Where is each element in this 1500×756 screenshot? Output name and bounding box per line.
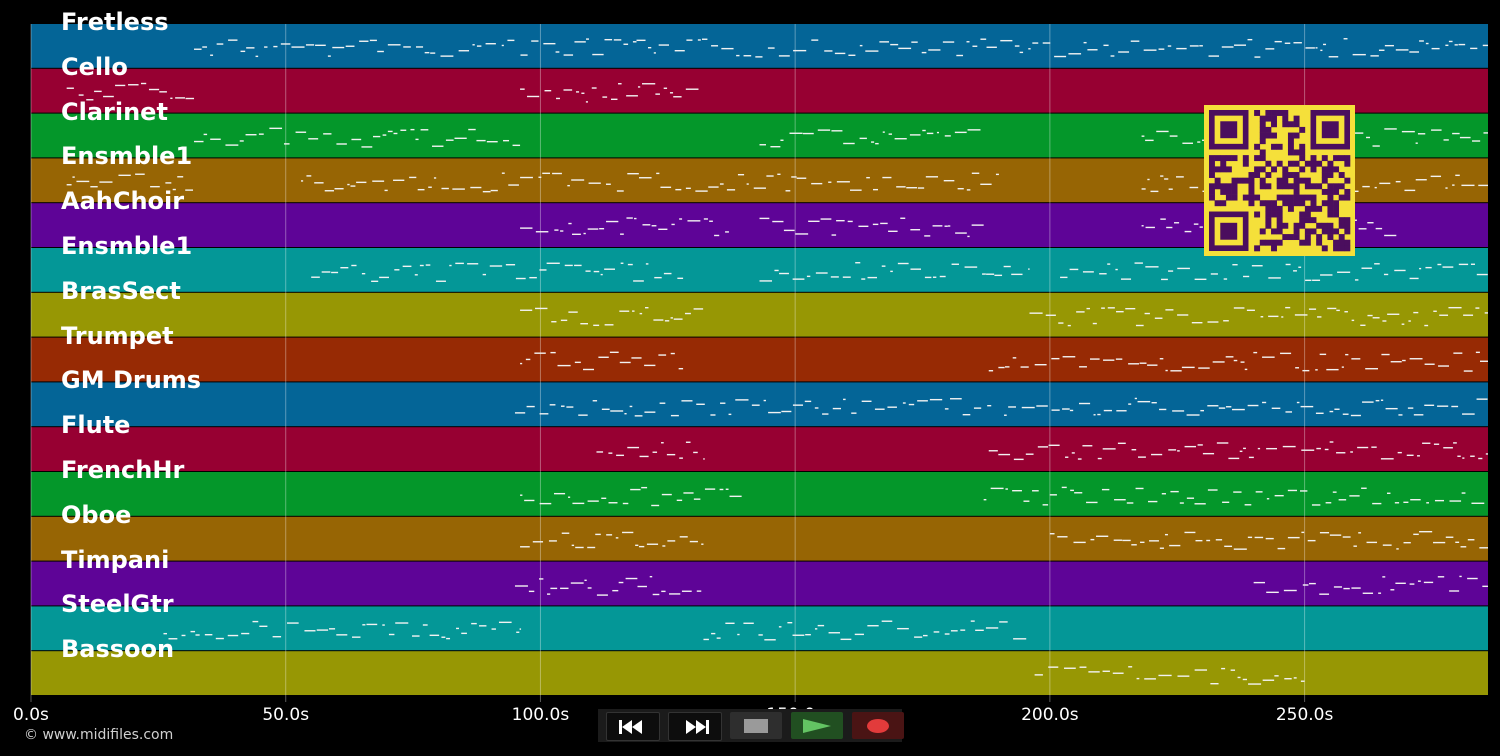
track-label: Cello [61,52,128,81]
track-band[interactable] [31,516,1488,561]
track-label: Clarinet [61,97,168,126]
stop-button[interactable] [730,712,782,739]
time-tick-label: 100.0s [511,705,570,725]
track-band[interactable] [31,292,1488,337]
note-layer [66,38,1488,685]
track-label: Bassoon [61,635,175,664]
track-band[interactable] [31,382,1488,427]
track-label: FrenchHr [61,456,185,484]
record-button[interactable] [852,712,904,739]
track-label: Trumpet [61,321,174,350]
rewind-icon [619,719,642,734]
time-tick-label: 250.0s [1275,705,1334,725]
track-band[interactable] [31,472,1488,516]
track-band[interactable] [31,337,1488,382]
transport-bar [598,709,904,742]
track-band[interactable] [31,561,1488,606]
fast-forward-button[interactable] [668,712,722,741]
track-band[interactable] [31,24,1488,68]
track-label: GM Drums [61,366,202,395]
time-tick-label: 50.0s [262,705,310,725]
track-label: Flute [61,411,131,440]
copyright-text: © www.midifiles.com [24,727,174,743]
time-tick-label: 200.0s [1021,705,1079,725]
track-band[interactable] [31,651,1488,695]
track-label: Fretless [61,8,169,36]
track-label: AahChoir [61,187,185,216]
track-label: Ensmble1 [61,232,193,260]
track-label: Ensmble1 [61,142,193,171]
track-label: Timpani [61,545,170,574]
track-band[interactable] [31,427,1488,471]
play-icon [803,718,831,733]
track-band[interactable] [31,606,1488,651]
rewind-button[interactable] [606,712,660,741]
track-label: BrasSect [61,276,181,305]
qr-code-icon[interactable] [1204,105,1355,256]
stop-icon [744,718,768,733]
fast-forward-icon [686,719,709,734]
track-label: SteelGtr [61,590,174,619]
play-button[interactable] [791,712,843,739]
track-label: Oboe [61,500,132,529]
time-tick-label: 0.0s [13,705,49,725]
record-icon [867,718,889,733]
